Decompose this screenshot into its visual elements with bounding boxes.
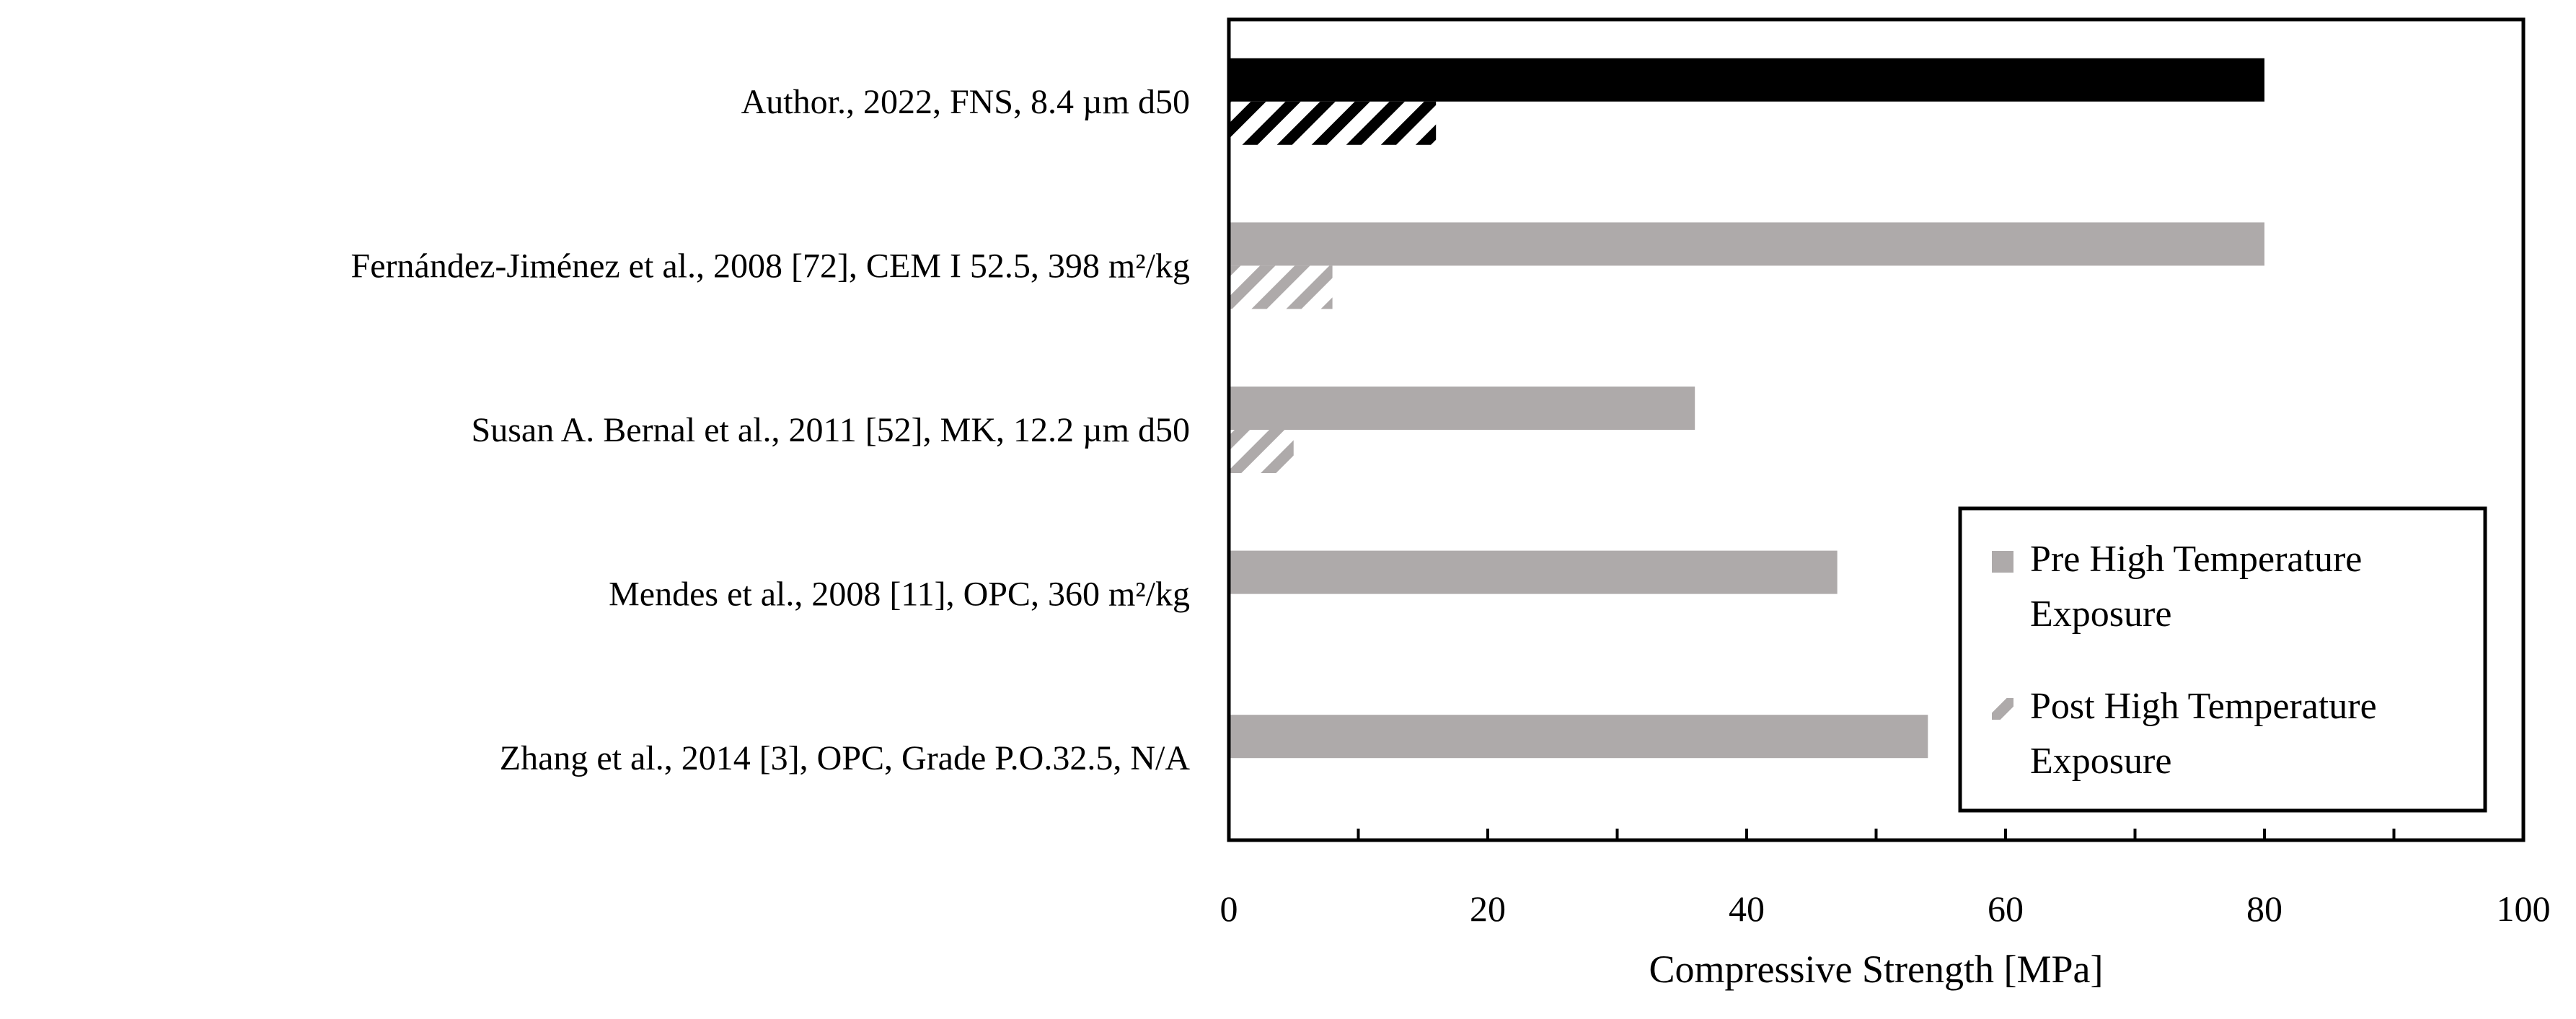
legend-swatch-pre xyxy=(1992,551,2013,573)
legend-label-pre-line2: Exposure xyxy=(2030,594,2171,635)
legend-box xyxy=(1958,506,2487,813)
x-tick-label: 40 xyxy=(1729,888,1765,929)
legend-label-post-line2: Exposure xyxy=(2030,741,2171,782)
bar-post-1 xyxy=(1229,265,1333,309)
category-label: Fernández-Jiménez et al., 2008 [72], CEM… xyxy=(351,247,1190,285)
x-tick-label: 100 xyxy=(2497,888,2551,929)
x-tick-label: 60 xyxy=(1988,888,2024,929)
bar-post-2 xyxy=(1229,430,1294,473)
x-axis-title: Compressive Strength [MPa] xyxy=(1649,948,2104,991)
bar-pre-1 xyxy=(1229,222,2264,266)
bar-post-0 xyxy=(1229,101,1437,145)
x-tick-label: 0 xyxy=(1220,888,1238,929)
category-label: Zhang et al., 2014 [3], OPC, Grade P.O.3… xyxy=(500,739,1191,777)
category-label: Author., 2022, FNS, 8.4 µm d50 xyxy=(741,83,1190,121)
legend-label-pre-line1: Pre High Temperature xyxy=(2030,539,2362,580)
legend-swatch-post xyxy=(1992,698,2013,720)
bar-pre-4 xyxy=(1229,715,1928,759)
x-tick-label: 80 xyxy=(2246,888,2282,929)
bar-pre-3 xyxy=(1229,550,1838,594)
legend-label-post-line1: Post High Temperature xyxy=(2030,686,2377,727)
category-label: Mendes et al., 2008 [11], OPC, 360 m²/kg xyxy=(609,575,1190,614)
category-label: Susan A. Bernal et al., 2011 [52], MK, 1… xyxy=(472,411,1190,449)
bar-pre-2 xyxy=(1229,387,1695,430)
bar-pre-0 xyxy=(1229,58,2264,102)
x-tick-label: 20 xyxy=(1470,888,1506,929)
